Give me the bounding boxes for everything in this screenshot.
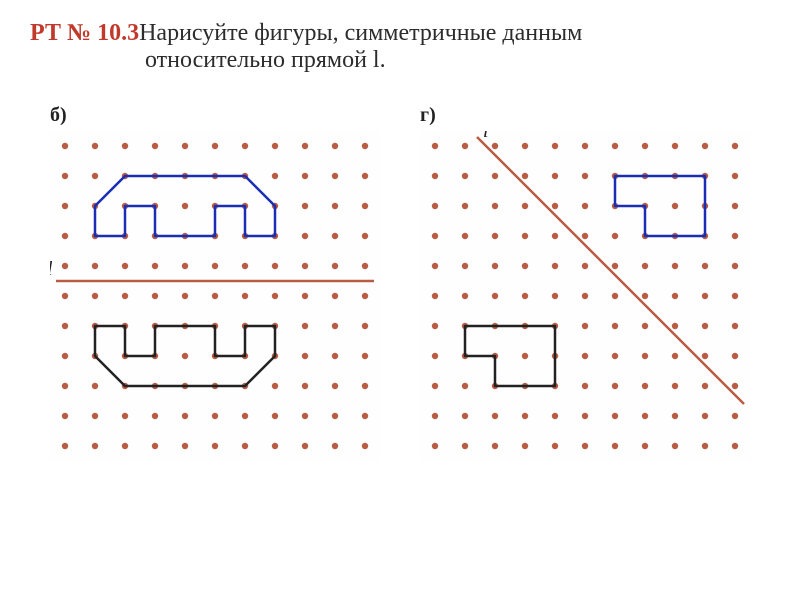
grid-panel-b: б) l (50, 104, 380, 461)
svg-text:l: l (483, 131, 489, 142)
panel-label-g: г) (420, 104, 436, 127)
grid-svg-b: l (50, 131, 380, 461)
title-line1: Нарисуйте фигуры, симметричные данным (139, 20, 582, 47)
exercise-title: РТ № 10.3 Нарисуйте фигуры, симметричные… (30, 20, 770, 74)
title-prefix: РТ № 10.3 (30, 20, 139, 47)
title-line2-text: относительно прямой l. (145, 47, 386, 73)
grid-svg-g: l (420, 131, 750, 461)
svg-text:l: l (50, 258, 53, 280)
panel-label-b: б) (50, 104, 67, 127)
grids-container: б) l г) l (30, 104, 770, 461)
grid-panel-g: г) l (420, 104, 750, 461)
title-line2: относительно прямой l. (30, 47, 770, 74)
